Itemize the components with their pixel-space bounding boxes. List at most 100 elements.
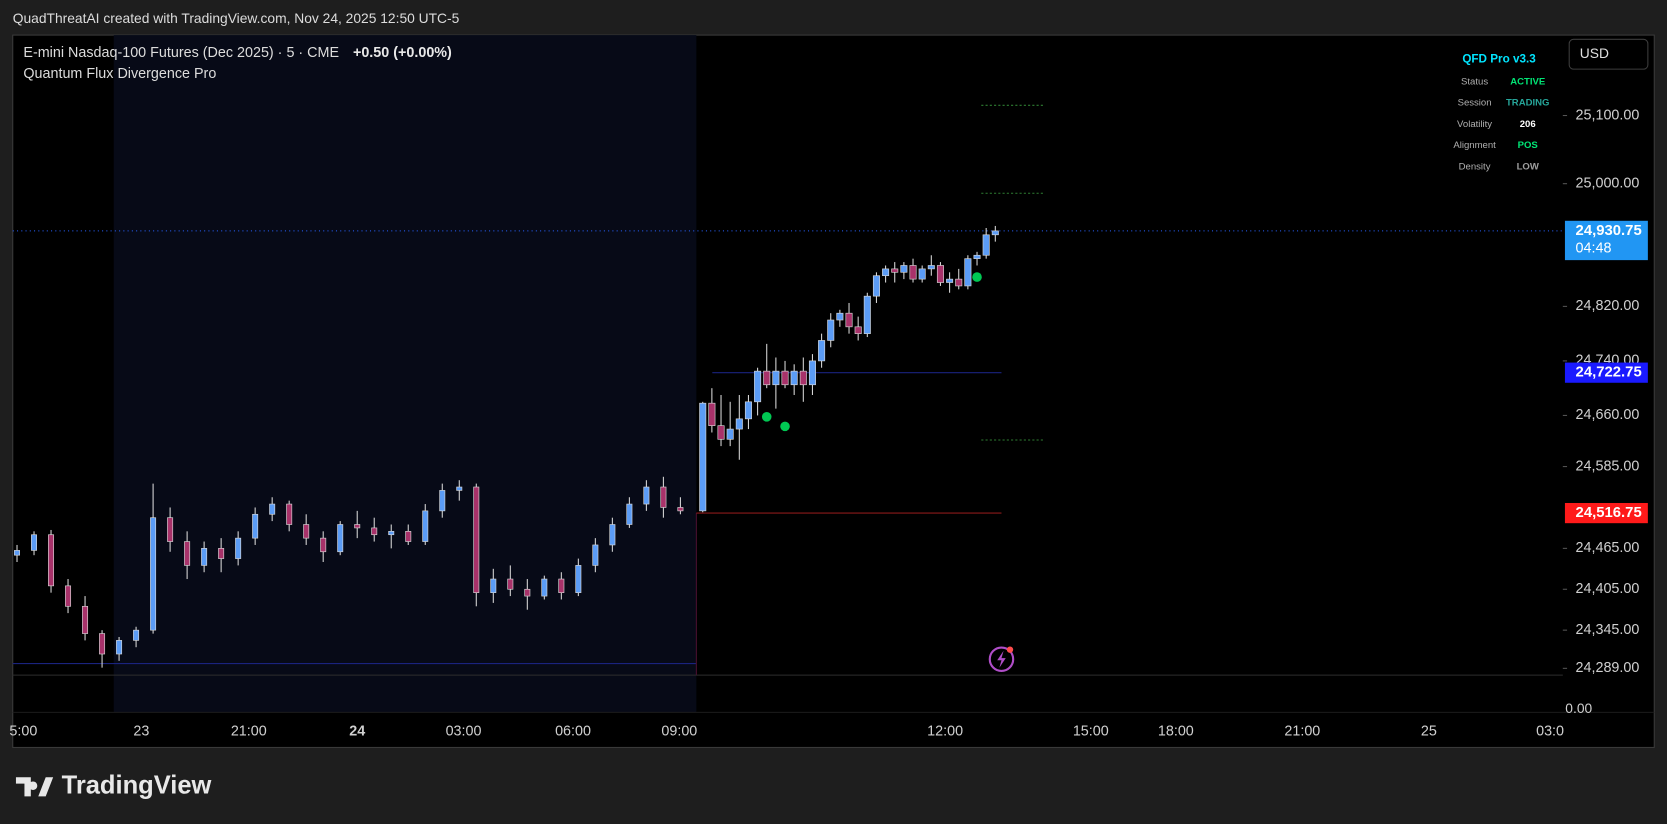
panel-value: ACTIVE	[1510, 76, 1545, 87]
candle-body	[744, 401, 752, 420]
candle-body	[918, 268, 926, 280]
candle-body	[660, 486, 667, 508]
candle-body	[405, 531, 412, 542]
x-tick-label: 21:00	[1284, 723, 1320, 739]
candle-body	[490, 578, 497, 593]
y-tick-label: 25,000.00	[1576, 175, 1640, 191]
logo: TradingView	[15, 772, 212, 800]
candle-body	[473, 486, 480, 593]
candle-body	[991, 230, 999, 236]
candle-body	[891, 268, 899, 273]
candle-body	[854, 326, 862, 334]
candle-body	[699, 402, 707, 512]
candle-body	[772, 370, 780, 386]
x-tick-label: 12:00	[927, 723, 963, 739]
countdown: 04:48	[1576, 241, 1612, 257]
panel-label: Status	[1461, 76, 1488, 87]
candle-body	[456, 486, 463, 491]
price-label	[1564, 502, 1648, 524]
panel-value: POS	[1518, 140, 1538, 151]
candle-body	[354, 524, 361, 529]
candle-body	[388, 531, 395, 536]
candle-body	[927, 265, 935, 270]
logo-mark	[15, 777, 54, 797]
panel-value: TRADING	[1506, 98, 1549, 109]
panel-label: Volatility	[1457, 119, 1492, 130]
candle-body	[439, 490, 446, 512]
candle-body	[872, 275, 880, 297]
candle-body	[524, 588, 531, 597]
candle-body	[303, 524, 310, 539]
candle-body	[763, 370, 771, 386]
candle-body	[836, 312, 844, 321]
candle-body	[609, 524, 616, 546]
indicator-name: Quantum Flux Divergence Pro	[23, 66, 216, 82]
candle-body	[818, 340, 826, 362]
alert-dot[interactable]	[1006, 646, 1014, 653]
signal-dot	[761, 412, 772, 422]
alert-ring[interactable]	[988, 646, 1015, 672]
candle-body	[558, 578, 565, 593]
candle-body	[973, 254, 981, 259]
candle-body	[909, 265, 917, 280]
x-tick-label: 18:00	[1158, 723, 1194, 739]
panel-label: Alignment	[1453, 140, 1496, 151]
candle-body	[592, 544, 599, 566]
currency[interactable]: USD	[1580, 45, 1609, 61]
candle-body	[955, 278, 963, 287]
candle-body	[882, 268, 890, 277]
candle-body	[320, 537, 327, 553]
candle-body	[575, 565, 582, 593]
candle-body	[726, 428, 734, 440]
alert-icon[interactable]	[988, 646, 1015, 672]
panel-value: LOW	[1517, 161, 1539, 172]
y-tick-label: 24,465.00	[1576, 540, 1640, 556]
panel-value: 206	[1520, 119, 1536, 130]
brand: TradingView	[62, 772, 212, 800]
x-tick-label: 06:00	[555, 723, 591, 739]
candle-body	[371, 527, 378, 536]
x-tick-label: 24	[349, 723, 365, 739]
x-tick-label: 23	[133, 723, 149, 739]
candle-body	[827, 319, 835, 341]
x-tick-label: 03:00	[446, 723, 482, 739]
y-tick-label: 24,660.00	[1576, 407, 1640, 423]
candle-body	[252, 513, 259, 539]
candle-body	[799, 370, 807, 386]
candle-body	[286, 503, 293, 525]
candle-body	[754, 370, 762, 403]
candle-body	[507, 578, 514, 590]
candle-body	[167, 517, 174, 542]
x-tick-label: 21:00	[231, 723, 267, 739]
candle-body	[184, 541, 191, 566]
currency-button[interactable]	[1568, 38, 1649, 70]
y-tick-label: 24,345.00	[1576, 622, 1640, 638]
alert-bolt[interactable]	[997, 650, 1006, 668]
price-label-text: 24,930.75	[1576, 223, 1642, 239]
candle-body	[133, 629, 140, 641]
price-label-text: 24,722.75	[1576, 365, 1642, 381]
y-tick-label: 24,820.00	[1576, 298, 1640, 314]
candle-body	[235, 537, 242, 559]
candle-body	[116, 640, 123, 655]
x-tick-label: 03:0	[1536, 723, 1564, 739]
candle-body	[845, 312, 853, 328]
candle-body	[65, 585, 72, 607]
attribution: QuadThreatAI created with TradingView.co…	[13, 10, 460, 26]
session-shade	[113, 35, 697, 713]
signal-dot	[972, 272, 982, 282]
panel-title: QFD Pro v3.3	[1462, 53, 1536, 66]
price-label	[1564, 362, 1648, 383]
candle-body	[99, 633, 106, 655]
symbol: E-mini Nasdaq-100 Futures (Dec 2025) · 5…	[23, 45, 339, 61]
candle-body	[708, 402, 716, 426]
candle-body	[790, 370, 798, 386]
y-tick-label: 24,405.00	[1576, 581, 1640, 597]
candle-body	[31, 534, 37, 551]
x-tick-label: 09:00	[661, 723, 697, 739]
price-change: +0.50 (+0.00%)	[353, 45, 452, 61]
candle-body	[781, 370, 789, 386]
candle-body	[201, 548, 208, 566]
